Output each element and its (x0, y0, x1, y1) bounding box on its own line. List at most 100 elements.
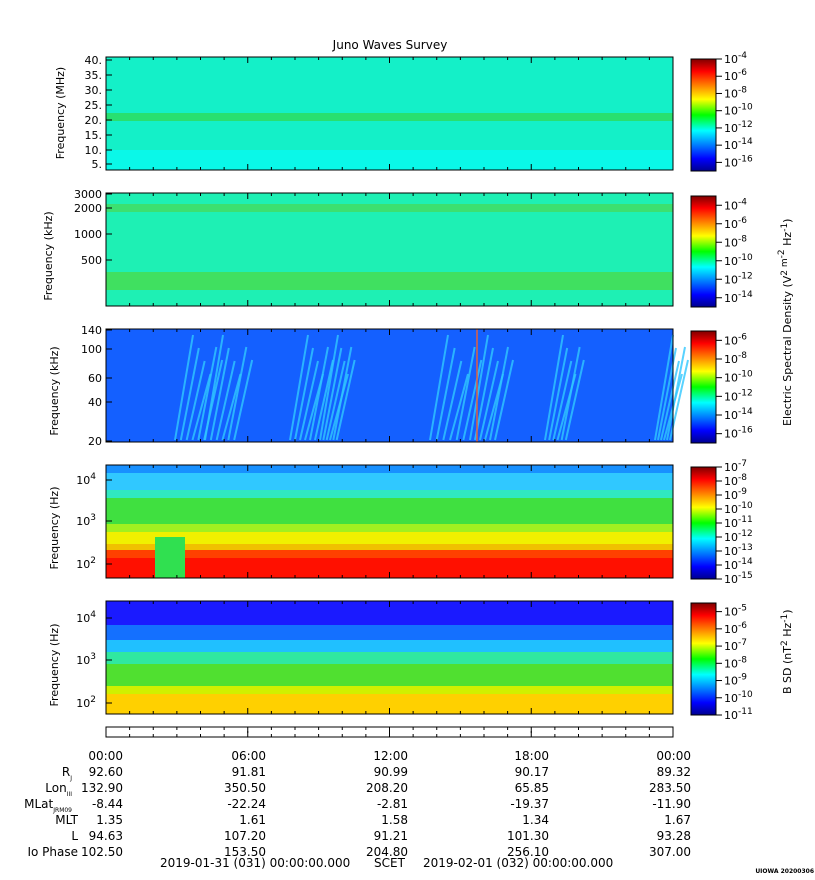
colorbar-scale (690, 602, 717, 716)
ephem-time: 00:00 (88, 749, 123, 763)
y-tick-label: 40 (88, 396, 102, 409)
ephem-row-label: MLT (55, 813, 78, 827)
y-tick-label: 500 (81, 254, 102, 267)
colorbar-label: 10-10 (724, 690, 753, 705)
ephem-value: 65.85 (515, 781, 549, 795)
ephemeris-table: 00:00 06:00 12:00 18:00 00:00 RJ 92.60 91.81 90.… (24, 749, 691, 859)
colorbar-label: 10-12 (724, 388, 753, 403)
ephem-value: 90.99 (374, 765, 408, 779)
colorbar-label: 10-15 (724, 571, 753, 586)
y-tick-label: 102 (76, 556, 96, 571)
ephem-value: 204.80 (366, 845, 408, 859)
y-tick-label: 103 (76, 513, 96, 528)
colorbar-label: 10-14 (724, 407, 753, 422)
colorbar-label: 10-6 (724, 216, 747, 231)
colorbar-label: 10-12 (724, 271, 753, 286)
colorbar-scale (690, 195, 717, 308)
band-5 (106, 532, 673, 544)
band-2000khz (106, 204, 673, 212)
y-tick-label: 104 (76, 472, 96, 487)
y-tick-label: 40. (85, 54, 103, 67)
ephem-row-label: Io Phase (27, 845, 78, 859)
y-tick-label: 15. (85, 129, 103, 142)
colorbar-scale (690, 466, 717, 580)
ephem-value: 307.00 (649, 845, 691, 859)
colorbar-label: 10-14 (724, 137, 753, 152)
ephem-value: 102.50 (81, 845, 123, 859)
spectrogram-hz-electric (106, 465, 673, 578)
colorbar-label: 10-5 (724, 604, 747, 619)
ephem-value: 91.21 (374, 829, 408, 843)
spectrogram-khz-high (106, 193, 673, 306)
ephem-value: -22.24 (227, 797, 266, 811)
band-2 (106, 490, 673, 498)
burst-5 (469, 334, 514, 441)
colorbar-label: 10-14 (724, 290, 753, 305)
ephem-time: 18:00 (514, 749, 549, 763)
burst-3 (319, 334, 356, 441)
ephem-value: 94.63 (89, 829, 123, 843)
colorbar-hz_b: 10-5 10-6 10-7 10-8 10-9 10-10 10-11 (690, 602, 753, 722)
colorbar-scale (690, 58, 717, 172)
colorbar-label: 10-4 (724, 197, 747, 212)
footer-tag: UIOWA 20200306 (755, 868, 814, 875)
ephem-time: 06:00 (231, 749, 266, 763)
colorbar-label: 10-7 (724, 638, 747, 653)
colorbar-hz_e: 10-710-810-910-1010-1110-1210-1310-1410-… (690, 459, 753, 586)
y-axis-label: Frequency (kHz) (42, 211, 55, 300)
y-axis-label: Frequency (Hz) (48, 487, 61, 570)
ephem-value: 91.81 (232, 765, 266, 779)
ephem-value: 89.32 (657, 765, 691, 779)
spectrogram-mhz (106, 57, 673, 170)
band-2 (106, 640, 673, 652)
x-ticks (105, 57, 674, 737)
band-1 (106, 473, 673, 490)
y-tick-label: 3000 (74, 188, 102, 201)
band-1 (106, 625, 673, 640)
burst-2 (289, 334, 334, 441)
colorbar-label: 10-10 (724, 253, 753, 268)
burst-7 (654, 334, 689, 441)
colorbar-label: 10-7 (724, 459, 747, 474)
ephem-value: 93.28 (657, 829, 691, 843)
ephem-value: 90.17 (515, 765, 549, 779)
band-21mhz (106, 113, 673, 121)
colorbar-label: 10-10 (724, 501, 753, 516)
burst-4 (429, 334, 483, 441)
band-4 (106, 524, 673, 532)
ephem-time: 12:00 (373, 749, 408, 763)
y-tick-label: 100 (81, 343, 102, 356)
y-tick-label: 2000 (74, 202, 102, 215)
ephem-value: 101.30 (507, 829, 549, 843)
y-tick-label: 140 (81, 324, 102, 337)
ephem-value: 107.20 (224, 829, 266, 843)
burst-6 (544, 334, 585, 441)
colorbar-label: 10-6 (724, 621, 747, 636)
gap-region (155, 537, 185, 578)
y-tick-label: 5. (92, 158, 103, 171)
colorbar-label: 10-12 (724, 529, 753, 544)
colorbar-label: 10-10 (724, 370, 753, 385)
colorbar-mhz: 10-4 10-6 10-8 10-10 10-12 10-14 10-16 (690, 51, 753, 172)
chart-title: Juno Waves Survey (332, 38, 448, 52)
y-tick-label: 20 (88, 435, 102, 448)
y-axis-label: Frequency (Hz) (48, 624, 61, 707)
y-tick-label: 104 (76, 610, 96, 625)
y-axis-label: Frequency (kHz) (48, 346, 61, 435)
y-ticks: 104 103 102 (76, 610, 112, 710)
end-time: 2019-02-01 (032) 00:00:00.000 (423, 856, 613, 870)
colorbar-label: 10-6 (724, 332, 747, 347)
ephem-value: 283.50 (649, 781, 691, 795)
band-4 (106, 664, 673, 686)
band-7 (106, 550, 673, 558)
start-time: 2019-01-31 (031) 00:00:00.000 (160, 856, 350, 870)
ephem-row-label: MLatJRM09 (24, 797, 72, 814)
colorbar-label: 10-4 (724, 51, 747, 66)
colorbar-label: 10-13 (724, 543, 753, 558)
colorbar-label: 10-8 (724, 85, 747, 100)
spectrogram-hz-magnetic (106, 601, 673, 714)
ephem-value: -2.81 (377, 797, 408, 811)
colorbar-label: 10-10 (724, 103, 753, 118)
